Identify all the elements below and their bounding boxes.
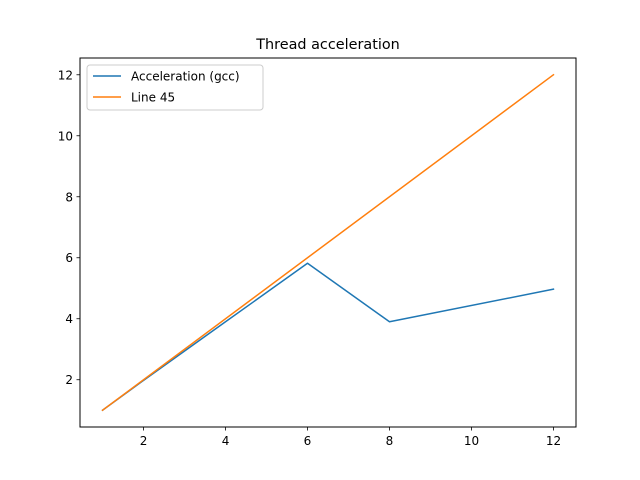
y-tick-label: 10 bbox=[58, 129, 73, 143]
x-tick-label: 12 bbox=[546, 434, 561, 448]
series-line-0 bbox=[101, 262, 555, 412]
x-tick-label: 4 bbox=[222, 434, 230, 448]
y-tick-label: 6 bbox=[65, 251, 73, 265]
x-tick-label: 2 bbox=[140, 434, 148, 448]
y-tick-label: 12 bbox=[58, 68, 73, 82]
x-axis: 2 4 6 8 10 12 bbox=[140, 427, 561, 448]
chart-title: Thread acceleration bbox=[255, 37, 400, 53]
y-tick-label: 8 bbox=[65, 190, 73, 204]
legend-label-acceleration: Acceleration (gcc) bbox=[131, 70, 240, 84]
legend-box bbox=[86, 64, 264, 111]
x-tick-label: 10 bbox=[464, 434, 479, 448]
y-axis: 2 4 6 8 10 12 bbox=[58, 68, 80, 387]
x-tick-label: 8 bbox=[386, 434, 394, 448]
legend-label-line-45: Line 45 bbox=[131, 91, 175, 105]
plot-frame bbox=[79, 57, 577, 428]
x-tick-label: 6 bbox=[304, 434, 312, 448]
series-line-1 bbox=[101, 73, 555, 412]
y-tick-label: 2 bbox=[65, 373, 73, 387]
legend: Acceleration (gcc) Line 45 bbox=[86, 64, 264, 111]
plot-lines bbox=[101, 73, 555, 412]
y-tick-label: 4 bbox=[65, 312, 73, 326]
